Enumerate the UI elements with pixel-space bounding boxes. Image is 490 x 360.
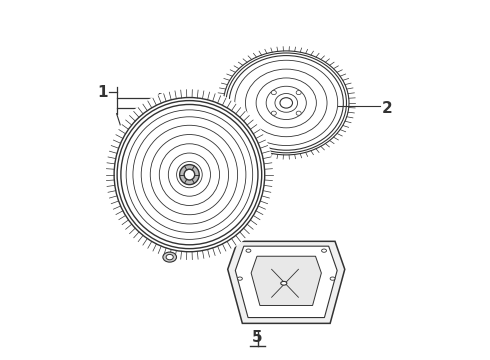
Text: 3: 3 xyxy=(155,104,163,117)
Ellipse shape xyxy=(238,277,243,280)
Text: 4: 4 xyxy=(155,93,163,105)
Ellipse shape xyxy=(271,111,276,115)
Ellipse shape xyxy=(280,98,293,108)
Ellipse shape xyxy=(215,42,358,164)
Text: 2: 2 xyxy=(381,101,392,116)
Ellipse shape xyxy=(321,249,326,252)
Polygon shape xyxy=(251,256,321,306)
Text: 5: 5 xyxy=(252,330,263,345)
Ellipse shape xyxy=(163,252,176,262)
Ellipse shape xyxy=(271,90,276,95)
Ellipse shape xyxy=(105,89,274,261)
Ellipse shape xyxy=(330,277,335,280)
Ellipse shape xyxy=(296,90,301,95)
Ellipse shape xyxy=(246,249,251,252)
Polygon shape xyxy=(235,246,337,318)
Text: 1: 1 xyxy=(98,85,108,100)
Text: 6: 6 xyxy=(107,170,118,185)
Ellipse shape xyxy=(166,255,173,260)
Ellipse shape xyxy=(184,169,195,180)
Ellipse shape xyxy=(180,165,199,185)
Ellipse shape xyxy=(281,282,287,285)
Ellipse shape xyxy=(296,111,301,115)
Polygon shape xyxy=(228,241,345,323)
